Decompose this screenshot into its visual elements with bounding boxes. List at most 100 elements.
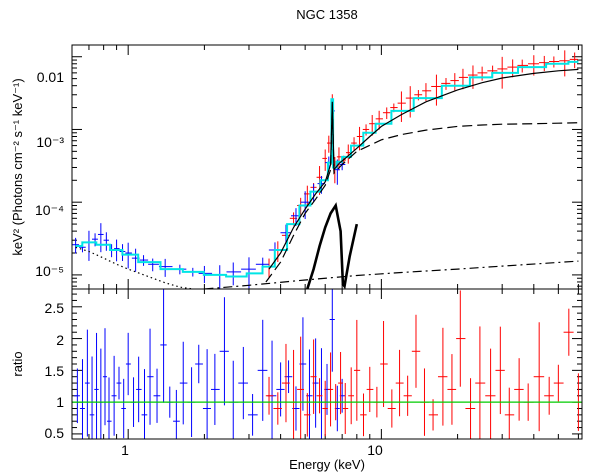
red-ratio-point	[456, 290, 466, 387]
blue-ratio-point	[79, 359, 85, 439]
blue-ratio-point	[136, 356, 142, 423]
red-ratio-point	[265, 376, 274, 415]
blue-ratio-point	[121, 378, 126, 439]
red-data-point	[382, 107, 391, 120]
blue-ratio-point	[202, 349, 211, 439]
chart-title: NGC 1358	[296, 7, 357, 22]
red-ratio-point	[485, 348, 496, 439]
red-ratio-point	[504, 387, 515, 439]
total-model-cyan	[75, 60, 579, 278]
spectrum-y-tick-label-0.01: 0.01	[37, 69, 64, 85]
soft-component	[75, 246, 193, 289]
red-ratio-point	[553, 364, 564, 402]
red-data-point	[517, 59, 529, 73]
x-tick-label-10: 10	[367, 442, 383, 458]
red-ratio-point	[428, 399, 438, 431]
absorbed-component	[306, 202, 359, 289]
red-ratio-point	[348, 367, 355, 425]
blue-ratio-point	[89, 356, 95, 439]
x-tick-label-1: 1	[121, 442, 129, 458]
red-data-point	[397, 91, 406, 122]
red-ratio-point	[533, 322, 545, 432]
spectrum-series	[72, 50, 579, 289]
spectrum-y-tick-label-1e-4: 10⁻⁴	[35, 202, 64, 218]
blue-ratio-point	[219, 297, 229, 406]
blue-ratio-point	[125, 332, 131, 396]
blue-ratio-point	[94, 332, 99, 439]
blue-ratio-point	[153, 368, 161, 423]
blue-data-point	[97, 223, 104, 253]
blue-ratio-point	[210, 353, 220, 425]
blue-ratio-point	[84, 329, 90, 437]
red-ratio-point	[465, 378, 476, 439]
red-ratio-point	[303, 393, 311, 437]
blue-ratio-point	[106, 377, 112, 439]
blue-ratio-point	[238, 346, 248, 420]
red-ratio-point	[563, 308, 574, 356]
red-ratio-point	[380, 320, 388, 408]
red-data-point	[351, 137, 357, 151]
ratio-y-tick-label-1: 1	[56, 394, 64, 410]
red-data-point	[327, 135, 331, 153]
red-data-point	[441, 77, 451, 90]
red-data-point	[539, 55, 550, 72]
blue-data-point	[139, 255, 149, 266]
ratio-y-tick-label-1.5: 1.5	[45, 363, 65, 379]
blue-ratio-point	[116, 366, 122, 400]
blue-ratio-point	[329, 289, 335, 372]
blue-ratio-point	[195, 344, 203, 384]
red-ratio-point	[316, 378, 323, 414]
red-ratio-point	[475, 326, 486, 439]
blue-ratio-point	[111, 355, 117, 436]
ratio-y-tick-label-2.5: 2.5	[45, 300, 65, 316]
blue-ratio-point	[74, 368, 80, 424]
red-data-point	[507, 59, 518, 78]
red-ratio-point	[360, 393, 367, 437]
red-ratio-point	[495, 326, 505, 415]
red-ratio-point	[297, 336, 304, 439]
spectrum-y-axis-label: keV² (Photons cm⁻² s⁻¹ keV⁻¹)	[10, 78, 25, 255]
red-data-point	[450, 73, 459, 91]
ratio-y-tick-label-2: 2	[56, 332, 64, 348]
red-ratio-point	[366, 366, 374, 413]
red-ratio-point	[514, 358, 524, 421]
red-ratio-point	[437, 327, 448, 426]
blue-data-point	[226, 262, 242, 286]
red-ratio-point	[544, 376, 554, 415]
red-ratio-point	[395, 349, 404, 417]
blue-data-point	[148, 258, 159, 272]
spectrum-y-tick-label-1e-3: 10⁻³	[36, 134, 64, 150]
red-ratio-point	[342, 382, 349, 434]
red-ratio-point	[354, 319, 361, 421]
red-ratio-point	[411, 314, 421, 388]
red-data-point	[375, 110, 383, 130]
blue-ratio-point	[257, 319, 268, 421]
blue-data-point	[212, 265, 227, 289]
reflection-component	[265, 104, 579, 283]
blue-data-point	[103, 232, 109, 251]
red-data-point	[549, 56, 560, 68]
blue-ratio-point	[179, 341, 188, 425]
red-data-point	[322, 149, 327, 171]
red-data-point	[477, 66, 488, 81]
blue-ratio-point	[147, 328, 154, 425]
red-ratio-point	[281, 343, 290, 423]
blue-ratio-point	[247, 394, 258, 436]
red-ratio-point	[403, 375, 412, 416]
spectrum-y-tick-label-1e-5: 10⁻⁵	[35, 263, 64, 279]
blue-ratio-point	[141, 369, 148, 439]
red-ratio-point	[327, 352, 334, 427]
ratio-y-axis-label: ratio	[10, 351, 25, 376]
blue-data-point	[85, 230, 93, 261]
scattered-powerlaw-component	[204, 260, 579, 289]
ratio-panel-frame	[71, 288, 583, 440]
red-data-point	[336, 147, 342, 171]
red-ratio-point	[273, 392, 282, 425]
x-axis-label: Energy (keV)	[289, 457, 365, 472]
blue-ratio-point	[160, 289, 167, 403]
red-data-point	[528, 55, 540, 76]
red-ratio-point	[387, 389, 396, 428]
red-ratio-point	[322, 380, 328, 437]
ratio-series	[72, 289, 582, 439]
